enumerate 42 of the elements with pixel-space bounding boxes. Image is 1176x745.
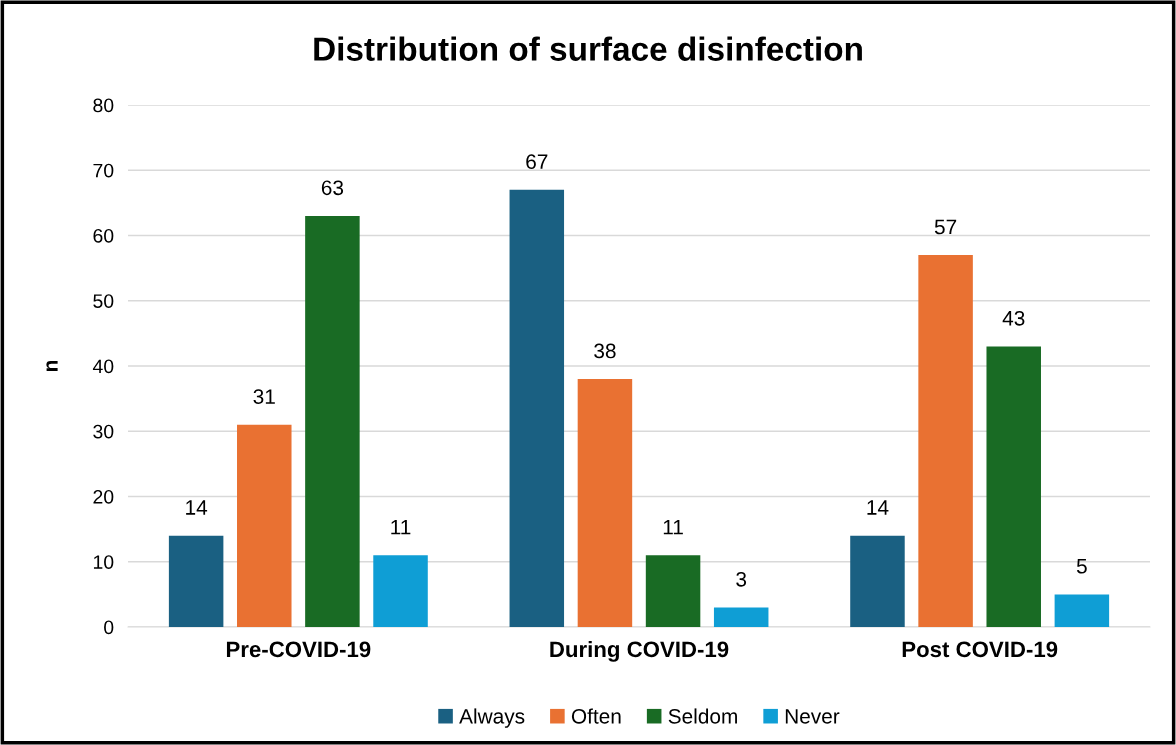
data-label: 67 [526, 154, 548, 170]
bar [1054, 594, 1110, 627]
data-label: 38 [594, 343, 616, 359]
bar [168, 535, 224, 627]
y-tick-label: 60 [93, 228, 114, 243]
data-label: 57 [934, 219, 957, 235]
data-label: 43 [1002, 310, 1025, 326]
x-tick-label: During COVID-19 [550, 640, 729, 662]
legend-label: Seldom [668, 708, 737, 724]
bar [713, 607, 769, 627]
x-tick-label: Pre-COVID-19 [226, 641, 371, 658]
data-label: 14 [186, 500, 208, 515]
chart-title: Distribution of surface disinfection [314, 36, 862, 61]
bar [645, 555, 701, 627]
bar [918, 255, 973, 627]
data-label: 11 [663, 519, 683, 535]
y-tick-label: 10 [93, 555, 114, 569]
data-label: 14 [867, 500, 889, 515]
data-label: 31 [253, 389, 275, 404]
bar [509, 189, 565, 627]
data-label: 5 [1076, 559, 1087, 574]
bar [373, 555, 428, 627]
y-tick-label: 30 [93, 424, 114, 439]
y-tick-label: 40 [92, 359, 114, 374]
y-tick-label: 80 [93, 98, 114, 113]
legend-label: Never [785, 709, 840, 724]
bar [577, 379, 633, 627]
data-label: 3 [736, 571, 747, 587]
legend-label: Always [459, 708, 525, 728]
data-label: 11 [391, 519, 411, 535]
bar [986, 346, 1041, 627]
legend-label: Often [571, 708, 621, 724]
x-tick-label: Post COVID-19 [902, 641, 1058, 658]
y-tick-label: 20 [93, 489, 114, 504]
bar [237, 424, 292, 627]
data-label: 63 [321, 180, 344, 196]
y-tick-label: 70 [93, 163, 114, 178]
y-axis-title: n [46, 360, 58, 371]
bar [850, 535, 905, 627]
bar [305, 215, 360, 627]
y-tick-label: 50 [93, 294, 114, 308]
y-tick-label: 0 [104, 620, 114, 635]
